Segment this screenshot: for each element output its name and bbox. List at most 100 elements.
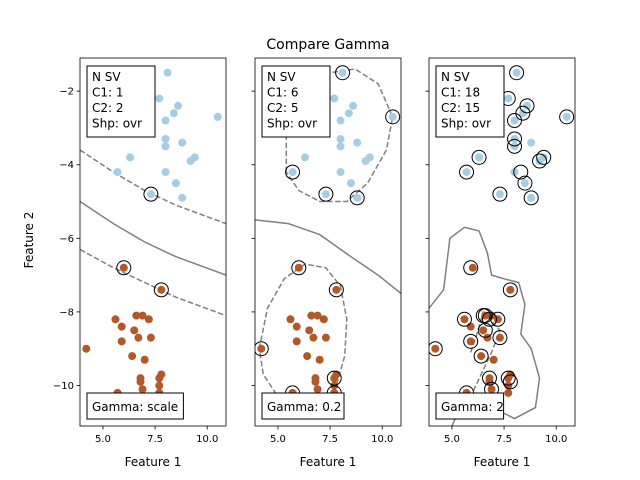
class2-point	[466, 337, 475, 346]
x-tick-label: 5.0	[444, 434, 460, 445]
gamma-label: Gamma: 2	[441, 400, 504, 414]
class2-point	[506, 285, 515, 294]
class2-point	[134, 333, 143, 342]
class1-point	[338, 68, 347, 77]
gamma-label-box	[261, 392, 345, 420]
support-vector-marker	[463, 260, 479, 276]
class1-point	[346, 179, 355, 188]
class2-point	[489, 355, 498, 364]
support-vector-info-line: C2: 15	[441, 101, 480, 115]
support-vector-info-box	[435, 65, 505, 138]
class2-point	[460, 315, 469, 324]
class1-point	[353, 193, 362, 202]
class1-point	[562, 112, 571, 121]
class1-point	[213, 112, 222, 121]
support-vector-marker	[385, 109, 401, 125]
support-vector-marker	[500, 370, 516, 386]
decision-boundary	[80, 200, 226, 276]
support-vector-marker	[456, 311, 472, 327]
class1-point	[163, 68, 172, 77]
support-vector-marker	[502, 374, 518, 390]
subplot-2: 5.0 7.5 10.0 Feature 1 N SV C1: 6C2: 5 Shp: ov…	[251, 57, 402, 469]
support-vector-info-line: N SV	[267, 70, 296, 84]
x-tick-label: 10.0	[545, 434, 567, 445]
axes-frame	[428, 57, 576, 427]
decision-boundary	[255, 219, 401, 295]
class2-point	[292, 322, 301, 331]
support-vector-marker	[507, 113, 523, 129]
class2-point	[477, 352, 486, 361]
class1-point	[288, 168, 297, 177]
class1-point	[161, 116, 170, 125]
class1-point	[169, 109, 178, 118]
support-vector-info-line: Shp: ovr	[92, 117, 142, 131]
x-tick-label: 5.0	[95, 434, 111, 445]
y-axis-label: Feature 2	[22, 212, 36, 269]
gamma-label: Gamma: scale	[92, 400, 178, 414]
class2-point	[431, 344, 440, 353]
support-vector-marker	[532, 153, 548, 169]
class2-point	[117, 337, 126, 346]
y-tick-label: −4	[59, 160, 74, 171]
class1-point	[361, 157, 370, 166]
class1-point	[178, 138, 187, 147]
x-tick-label: 10.0	[371, 434, 393, 445]
gamma-label-box	[435, 392, 505, 420]
class1-point	[113, 168, 122, 177]
class2-point	[294, 263, 303, 272]
class2-point	[157, 285, 166, 294]
class1-point	[504, 94, 513, 103]
axes-frame	[254, 57, 402, 427]
support-vector-info-line: N SV	[441, 70, 470, 84]
support-vector-marker	[429, 341, 443, 357]
support-vector-marker	[492, 330, 508, 346]
class2-point	[487, 385, 496, 394]
x-axis-label: Feature 1	[300, 455, 357, 469]
gamma-label: Gamma: 0.2	[267, 400, 341, 414]
class1-point	[336, 134, 345, 143]
support-vector-marker	[255, 341, 269, 357]
plot-content	[80, 68, 226, 397]
class2-point	[130, 326, 139, 335]
support-vector-marker	[502, 282, 518, 298]
support-vector-marker	[349, 190, 365, 206]
class2-point	[155, 381, 164, 390]
class1-point	[321, 190, 330, 199]
support-vector-info-box	[261, 65, 331, 138]
class1-point	[353, 138, 362, 147]
support-vector-info-line: C2: 2	[92, 101, 124, 115]
class2-point	[495, 333, 504, 342]
class1-point	[126, 153, 135, 162]
class2-point	[128, 352, 137, 361]
support-vector-marker	[153, 282, 169, 298]
class1-point	[301, 153, 310, 162]
support-vector-info-line: C1: 18	[441, 86, 480, 100]
support-vector-marker	[477, 322, 493, 338]
support-vector-marker	[328, 282, 344, 298]
class2-point	[305, 326, 314, 335]
x-axis-label: Feature 1	[125, 455, 182, 469]
class1-point	[146, 190, 155, 199]
support-vector-marker	[523, 190, 539, 206]
x-tick-label: 10.0	[196, 434, 218, 445]
support-vector-marker	[490, 311, 506, 327]
support-vector-marker	[318, 186, 334, 202]
class2-point	[111, 315, 120, 324]
y-tick-label: −8	[59, 307, 74, 318]
class2-point	[82, 344, 91, 353]
class2-point	[292, 337, 301, 346]
x-tick-label: 7.5	[496, 434, 512, 445]
class2-point	[117, 322, 126, 331]
class2-point	[286, 315, 295, 324]
class2-point	[332, 285, 341, 294]
class1-point	[520, 179, 529, 188]
class2-point	[138, 311, 147, 320]
support-vector-marker	[492, 186, 508, 202]
support-vector-info-box	[86, 65, 156, 138]
x-tick-label: 7.5	[147, 434, 163, 445]
support-vector-info-line: C1: 6	[267, 86, 299, 100]
class1-point	[475, 153, 484, 162]
class1-point	[161, 142, 170, 151]
